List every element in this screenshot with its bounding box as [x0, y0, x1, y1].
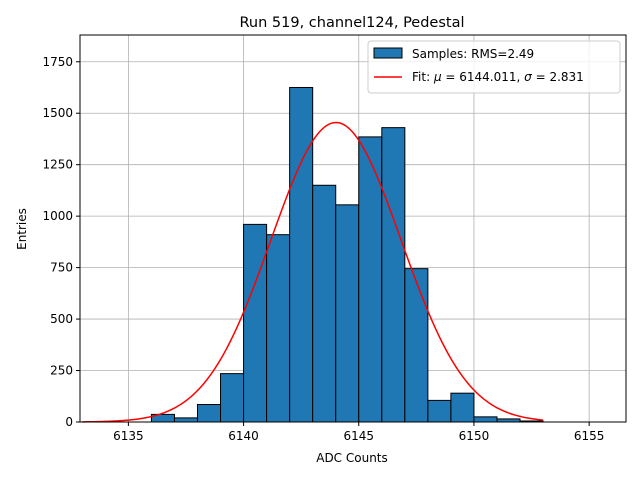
y-tick-label: 0	[65, 415, 73, 429]
y-tick-label: 1000	[42, 209, 73, 223]
plot-area-frame	[79, 34, 627, 423]
y-axis-label: Entries	[15, 208, 29, 250]
histogram-bar	[335, 204, 360, 423]
histogram-bar	[289, 86, 314, 423]
histogram-bar	[196, 404, 222, 423]
histogram-bar	[381, 127, 406, 423]
legend-swatch-samples	[373, 47, 403, 59]
histogram-bar	[312, 184, 337, 423]
x-axis-ticks: 6135 6140 6145 6150 6155	[113, 422, 604, 443]
legend-box	[367, 40, 621, 94]
histogram-bar	[427, 399, 452, 423]
histogram-bar	[173, 417, 198, 423]
y-tick-label: 1250	[42, 158, 73, 172]
x-tick-label: 6150	[459, 429, 490, 443]
legend-fit-prefix: Fit:	[412, 70, 434, 84]
histogram-bar	[404, 268, 429, 423]
histogram-bars	[150, 86, 544, 423]
x-axis-label: ADC Counts	[316, 451, 388, 465]
x-tick-label: 6145	[343, 429, 374, 443]
legend: Samples: RMS=2.49 Fit: μ = 6144.011, σ =…	[367, 40, 621, 94]
histogram-bar	[473, 416, 498, 423]
y-tick-label: 500	[50, 312, 73, 326]
y-tick-label: 750	[50, 261, 73, 275]
y-tick-label: 1500	[42, 106, 73, 120]
legend-label-fit: Fit: μ = 6144.011, σ = 2.831	[412, 70, 584, 84]
x-tick-label: 6135	[113, 429, 144, 443]
histogram-bar	[266, 234, 291, 423]
chart-title: Run 519, channel124, Pedestal	[239, 15, 464, 31]
fit-curve-group	[82, 121, 544, 423]
y-tick-label: 1750	[42, 55, 73, 69]
histogram-bar	[220, 373, 245, 423]
legend-mu-symbol: μ	[433, 70, 442, 84]
histogram-bar	[450, 392, 475, 423]
histogram-bar	[243, 223, 268, 423]
x-tick-label: 6155	[574, 429, 605, 443]
legend-label-samples: Samples: RMS=2.49	[412, 47, 534, 61]
y-axis-ticks: 0 250 500 750 1000 1250 1500 1750	[42, 55, 80, 429]
x-tick-label: 6140	[228, 429, 259, 443]
y-tick-label: 250	[50, 364, 73, 378]
fit-curve	[82, 121, 544, 423]
legend-mu-value: = 6144.011,	[442, 70, 525, 84]
legend-sigma-value: = 2.831	[532, 70, 584, 84]
legend-sigma-symbol: σ	[524, 70, 532, 84]
